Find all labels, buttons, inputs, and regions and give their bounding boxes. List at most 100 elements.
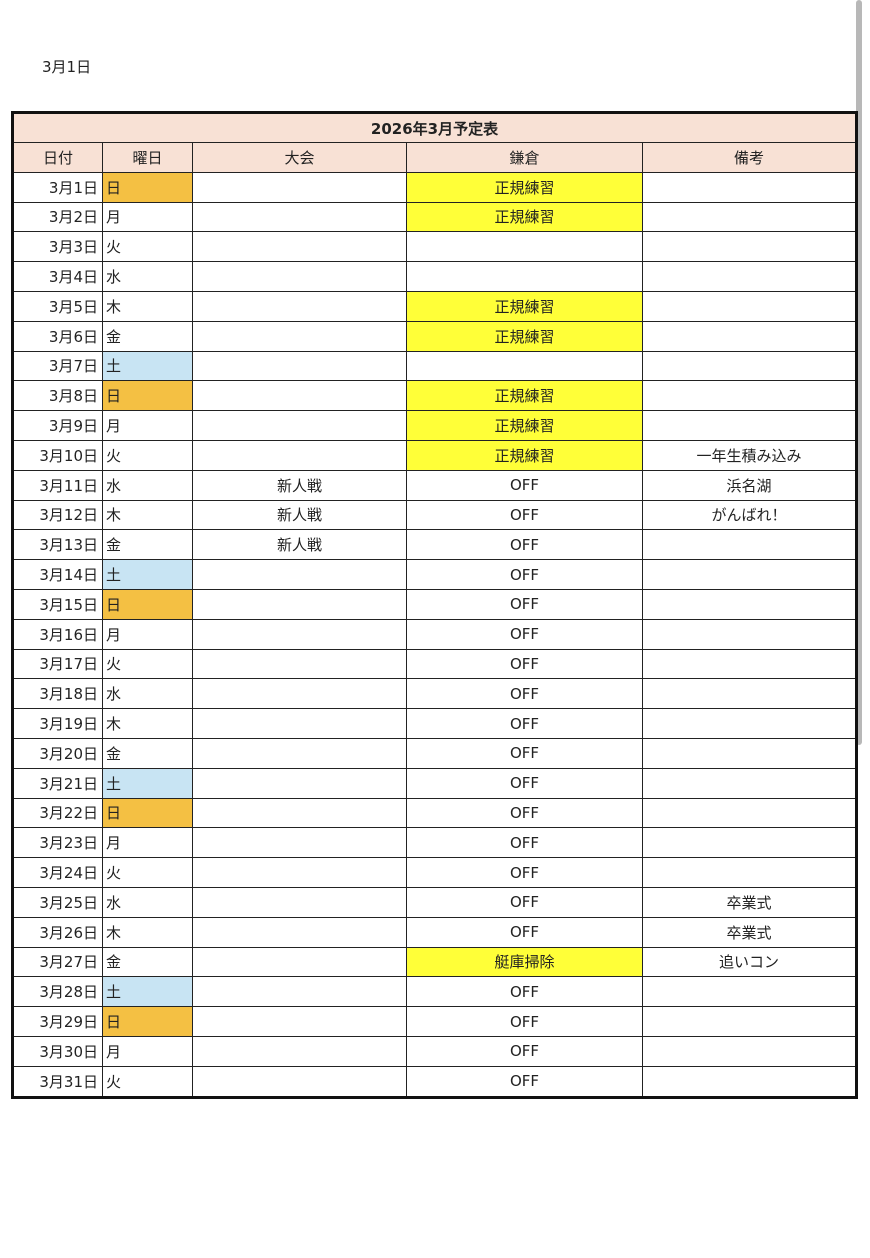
weekday-cell[interactable]: 土 — [102, 767, 193, 799]
tournament-cell[interactable] — [192, 767, 407, 799]
date-cell[interactable]: 3月28日 — [12, 976, 103, 1008]
weekday-cell[interactable]: 水 — [102, 886, 193, 918]
kamakura-cell[interactable]: OFF — [406, 827, 643, 859]
notes-cell[interactable] — [642, 857, 857, 888]
tournament-cell[interactable] — [192, 827, 407, 859]
weekday-cell[interactable]: 火 — [102, 857, 193, 888]
weekday-cell[interactable]: 日 — [102, 380, 193, 412]
notes-cell[interactable]: 卒業式 — [642, 886, 857, 918]
notes-cell[interactable] — [642, 171, 857, 203]
tournament-cell[interactable] — [192, 797, 407, 829]
kamakura-cell[interactable]: OFF — [406, 767, 643, 799]
kamakura-cell[interactable]: OFF — [406, 559, 643, 590]
tournament-cell[interactable] — [192, 1035, 407, 1067]
notes-cell[interactable]: 追いコン — [642, 946, 857, 978]
weekday-cell[interactable]: 月 — [102, 827, 193, 859]
kamakura-cell[interactable]: OFF — [406, 857, 643, 888]
notes-cell[interactable]: 一年生積み込み — [642, 439, 857, 471]
weekday-cell[interactable]: 木 — [102, 708, 193, 739]
tournament-cell[interactable]: 新人戦 — [192, 529, 407, 561]
weekday-cell[interactable]: 水 — [102, 261, 193, 292]
tournament-cell[interactable] — [192, 261, 407, 292]
date-cell[interactable]: 3月18日 — [12, 678, 103, 710]
date-cell[interactable]: 3月19日 — [12, 708, 103, 739]
date-cell[interactable]: 3月5日 — [12, 290, 103, 322]
tournament-cell[interactable] — [192, 857, 407, 888]
weekday-cell[interactable]: 日 — [102, 171, 193, 203]
notes-cell[interactable] — [642, 350, 857, 382]
notes-cell[interactable] — [642, 588, 857, 620]
date-cell[interactable]: 3月4日 — [12, 261, 103, 292]
tournament-cell[interactable] — [192, 171, 407, 203]
kamakura-cell[interactable]: OFF — [406, 797, 643, 829]
tournament-cell[interactable] — [192, 588, 407, 620]
tournament-cell[interactable] — [192, 737, 407, 769]
tournament-cell[interactable] — [192, 201, 407, 233]
date-cell[interactable]: 3月31日 — [12, 1065, 103, 1098]
notes-cell[interactable] — [642, 201, 857, 233]
date-cell[interactable]: 3月16日 — [12, 618, 103, 650]
kamakura-cell[interactable]: OFF — [406, 1065, 643, 1098]
date-cell[interactable]: 3月7日 — [12, 350, 103, 382]
date-cell[interactable]: 3月15日 — [12, 588, 103, 620]
date-cell[interactable]: 3月23日 — [12, 827, 103, 859]
kamakura-cell[interactable] — [406, 350, 643, 382]
weekday-cell[interactable]: 土 — [102, 559, 193, 590]
weekday-cell[interactable]: 日 — [102, 588, 193, 620]
tournament-cell[interactable] — [192, 916, 407, 948]
notes-cell[interactable] — [642, 678, 857, 710]
date-cell[interactable]: 3月25日 — [12, 886, 103, 918]
notes-cell[interactable] — [642, 737, 857, 769]
notes-cell[interactable] — [642, 320, 857, 352]
weekday-cell[interactable]: 月 — [102, 410, 193, 441]
tournament-cell[interactable] — [192, 231, 407, 263]
weekday-cell[interactable]: 月 — [102, 201, 193, 233]
kamakura-cell[interactable]: OFF — [406, 648, 643, 680]
notes-cell[interactable] — [642, 827, 857, 859]
kamakura-cell[interactable]: 正規練習 — [406, 290, 643, 322]
kamakura-cell[interactable]: 正規練習 — [406, 320, 643, 352]
date-cell[interactable]: 3月17日 — [12, 648, 103, 680]
tournament-cell[interactable] — [192, 648, 407, 680]
date-cell[interactable]: 3月3日 — [12, 231, 103, 263]
kamakura-cell[interactable]: OFF — [406, 529, 643, 561]
tournament-cell[interactable] — [192, 678, 407, 710]
tournament-cell[interactable]: 新人戦 — [192, 499, 407, 531]
date-cell[interactable]: 3月20日 — [12, 737, 103, 769]
weekday-cell[interactable]: 金 — [102, 320, 193, 352]
notes-cell[interactable] — [642, 1035, 857, 1067]
kamakura-cell[interactable]: OFF — [406, 678, 643, 710]
date-cell[interactable]: 3月8日 — [12, 380, 103, 412]
tournament-cell[interactable] — [192, 290, 407, 322]
tournament-cell[interactable] — [192, 618, 407, 650]
tournament-cell[interactable] — [192, 350, 407, 382]
notes-cell[interactable] — [642, 1065, 857, 1098]
tournament-cell[interactable] — [192, 976, 407, 1008]
vertical-scrollbar[interactable] — [856, 0, 862, 745]
notes-cell[interactable] — [642, 529, 857, 561]
notes-cell[interactable] — [642, 1006, 857, 1037]
kamakura-cell[interactable]: OFF — [406, 469, 643, 501]
date-cell[interactable]: 3月13日 — [12, 529, 103, 561]
notes-cell[interactable]: がんばれ！ — [642, 499, 857, 531]
weekday-cell[interactable]: 日 — [102, 1006, 193, 1037]
tournament-cell[interactable] — [192, 320, 407, 352]
tournament-cell[interactable] — [192, 559, 407, 590]
notes-cell[interactable] — [642, 231, 857, 263]
tournament-cell[interactable]: 新人戦 — [192, 469, 407, 501]
weekday-cell[interactable]: 月 — [102, 618, 193, 650]
date-cell[interactable]: 3月21日 — [12, 767, 103, 799]
kamakura-cell[interactable]: OFF — [406, 737, 643, 769]
notes-cell[interactable] — [642, 767, 857, 799]
notes-cell[interactable] — [642, 410, 857, 441]
weekday-cell[interactable]: 月 — [102, 1035, 193, 1067]
date-cell[interactable]: 3月22日 — [12, 797, 103, 829]
date-cell[interactable]: 3月10日 — [12, 439, 103, 471]
weekday-cell[interactable]: 火 — [102, 231, 193, 263]
date-cell[interactable]: 3月11日 — [12, 469, 103, 501]
notes-cell[interactable] — [642, 559, 857, 590]
weekday-cell[interactable]: 金 — [102, 529, 193, 561]
kamakura-cell[interactable]: OFF — [406, 499, 643, 531]
date-cell[interactable]: 3月1日 — [12, 171, 103, 203]
notes-cell[interactable] — [642, 380, 857, 412]
